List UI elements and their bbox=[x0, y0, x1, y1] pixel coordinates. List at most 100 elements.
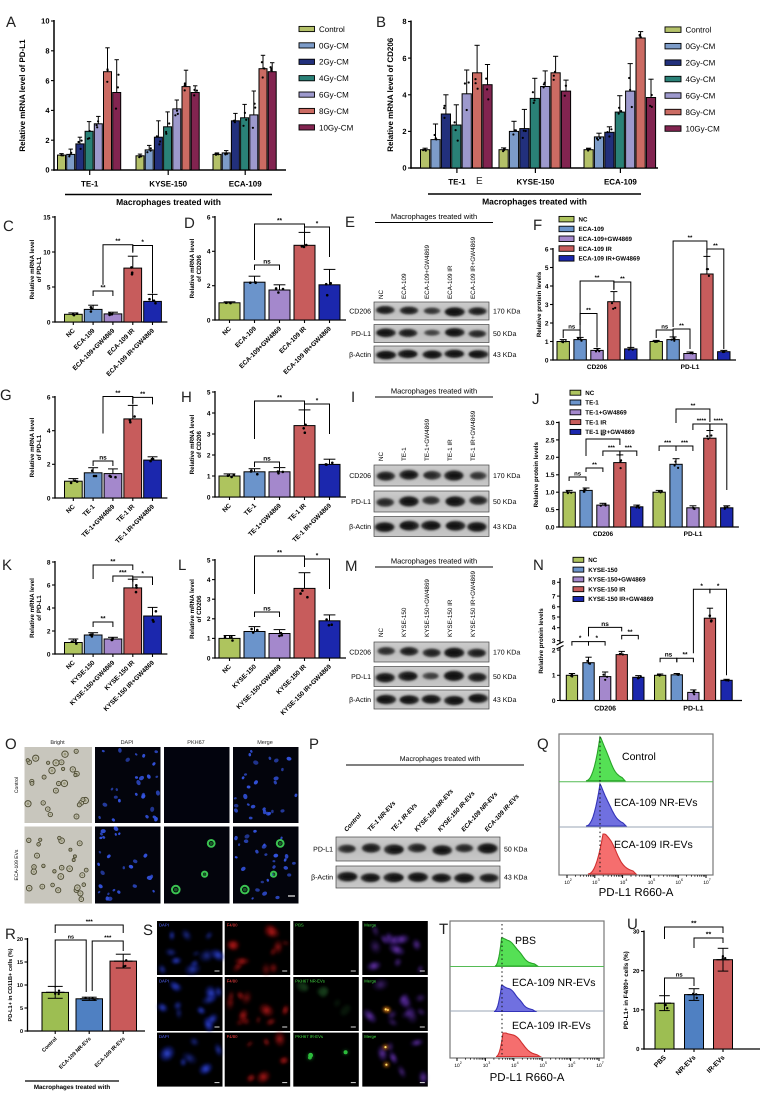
svg-text:KYSE-150 IR: KYSE-150 IR bbox=[588, 586, 626, 593]
svg-text:TE-1+GW4869: TE-1+GW4869 bbox=[424, 418, 431, 461]
svg-text:*: * bbox=[141, 239, 144, 246]
svg-text:43 KDa: 43 KDa bbox=[493, 352, 516, 359]
svg-text:I: I bbox=[351, 389, 355, 406]
svg-text:β-Actin: β-Actin bbox=[311, 874, 333, 882]
svg-text:NC: NC bbox=[378, 627, 385, 637]
svg-text:KYSE-150 IR: KYSE-150 IR bbox=[447, 599, 454, 637]
svg-text:**: ** bbox=[627, 629, 633, 636]
svg-text:3: 3 bbox=[207, 597, 211, 604]
svg-text:**: ** bbox=[115, 390, 121, 397]
svg-text:CD206: CD206 bbox=[349, 473, 371, 480]
svg-text:Relative protein levels: Relative protein levels bbox=[536, 271, 543, 337]
svg-text:10: 10 bbox=[454, 1063, 460, 1069]
svg-text:6: 6 bbox=[552, 604, 556, 611]
svg-text:10: 10 bbox=[633, 1007, 640, 1014]
svg-text:PD-L1: PD-L1 bbox=[351, 331, 371, 338]
svg-text:ns: ns bbox=[661, 325, 669, 331]
svg-text:5: 5 bbox=[207, 389, 211, 396]
svg-text:TE-1: TE-1 bbox=[401, 447, 408, 461]
svg-text:**: ** bbox=[140, 391, 146, 398]
svg-text:Macrophages treated with: Macrophages treated with bbox=[34, 1084, 111, 1091]
svg-text:ECA-109: ECA-109 bbox=[401, 273, 408, 299]
svg-text:4: 4 bbox=[45, 106, 50, 115]
svg-text:Relative mRNA level: Relative mRNA level bbox=[29, 417, 36, 477]
svg-text:1.5: 1.5 bbox=[545, 472, 554, 479]
svg-text:**: ** bbox=[586, 307, 591, 314]
svg-text:50 KDa: 50 KDa bbox=[493, 499, 516, 506]
svg-text:3: 3 bbox=[598, 878, 600, 882]
svg-text:10: 10 bbox=[540, 1063, 546, 1069]
svg-text:0: 0 bbox=[207, 317, 211, 324]
svg-text:10: 10 bbox=[568, 1063, 574, 1069]
svg-text:7: 7 bbox=[602, 1061, 604, 1065]
svg-text:**: ** bbox=[691, 403, 696, 410]
svg-text:43 KDa: 43 KDa bbox=[504, 875, 527, 882]
svg-text:7: 7 bbox=[709, 878, 711, 882]
svg-text:A: A bbox=[6, 14, 16, 31]
svg-text:PKH67 NR-EVs: PKH67 NR-EVs bbox=[295, 979, 325, 984]
svg-text:Macrophages treated with: Macrophages treated with bbox=[116, 197, 221, 207]
svg-text:10Gy-CM: 10Gy-CM bbox=[319, 123, 354, 132]
svg-text:ns: ns bbox=[601, 621, 609, 628]
svg-text:***: *** bbox=[104, 935, 112, 942]
svg-text:ECA-109: ECA-109 bbox=[604, 178, 637, 187]
svg-text:2: 2 bbox=[545, 320, 549, 327]
svg-text:170 KDa: 170 KDa bbox=[493, 309, 520, 316]
svg-text:ECA-109 IR-EVs: ECA-109 IR-EVs bbox=[512, 1020, 591, 1032]
svg-text:10: 10 bbox=[564, 880, 570, 886]
svg-text:5: 5 bbox=[545, 265, 549, 272]
svg-text:ns: ns bbox=[568, 325, 576, 331]
svg-text:ns: ns bbox=[99, 455, 107, 462]
svg-text:**: ** bbox=[100, 285, 106, 292]
svg-text:NC: NC bbox=[585, 390, 594, 397]
svg-text:1.0: 1.0 bbox=[545, 490, 554, 497]
svg-text:10: 10 bbox=[17, 983, 23, 989]
svg-text:10: 10 bbox=[676, 880, 682, 886]
svg-text:0: 0 bbox=[47, 319, 51, 326]
svg-text:0: 0 bbox=[20, 1029, 23, 1035]
svg-text:*: * bbox=[579, 635, 582, 642]
svg-text:4: 4 bbox=[47, 605, 51, 612]
svg-text:TE-1: TE-1 bbox=[81, 180, 99, 189]
svg-text:2: 2 bbox=[207, 616, 211, 623]
svg-text:Control: Control bbox=[14, 777, 20, 793]
svg-text:5: 5 bbox=[47, 284, 51, 291]
svg-text:PD-L1+ in CD11B+ cells (%): PD-L1+ in CD11B+ cells (%) bbox=[7, 948, 14, 1021]
svg-text:Merge: Merge bbox=[364, 979, 377, 984]
svg-text:8: 8 bbox=[402, 17, 406, 26]
svg-text:P: P bbox=[309, 736, 319, 753]
svg-text:*: * bbox=[700, 583, 703, 590]
svg-text:T: T bbox=[439, 921, 448, 938]
svg-text:DAPI: DAPI bbox=[159, 923, 169, 928]
svg-text:ECA-109 IR: ECA-109 IR bbox=[447, 265, 454, 299]
svg-text:Macrophages treated with: Macrophages treated with bbox=[400, 755, 481, 763]
svg-text:of PD-L1: of PD-L1 bbox=[36, 595, 43, 621]
svg-text:ECA-109 IR-EVs: ECA-109 IR-EVs bbox=[614, 839, 693, 851]
svg-text:***: *** bbox=[664, 440, 672, 447]
svg-text:Relative mRNA level: Relative mRNA level bbox=[29, 578, 36, 638]
svg-text:DAPI: DAPI bbox=[159, 979, 169, 984]
svg-text:CD206: CD206 bbox=[587, 364, 608, 371]
svg-text:10: 10 bbox=[620, 880, 626, 886]
svg-text:**: ** bbox=[688, 235, 693, 242]
svg-text:β-Actin: β-Actin bbox=[349, 351, 371, 359]
svg-text:15: 15 bbox=[43, 214, 51, 221]
svg-text:Relative mRNA level: Relative mRNA level bbox=[189, 579, 196, 639]
svg-text:0: 0 bbox=[207, 494, 211, 501]
svg-text:2: 2 bbox=[45, 136, 49, 145]
svg-text:Relative protein levels: Relative protein levels bbox=[533, 442, 540, 508]
svg-text:Relative protein levels: Relative protein levels bbox=[538, 608, 545, 674]
svg-text:KYSE-150 IR+GW4869: KYSE-150 IR+GW4869 bbox=[588, 596, 654, 603]
svg-text:Macrophages treated with: Macrophages treated with bbox=[391, 387, 477, 396]
svg-text:4: 4 bbox=[207, 249, 211, 256]
svg-text:U: U bbox=[627, 916, 638, 933]
svg-text:Control: Control bbox=[319, 25, 345, 34]
svg-text:Merge: Merge bbox=[364, 1034, 377, 1039]
svg-text:4: 4 bbox=[47, 428, 51, 435]
svg-text:NC: NC bbox=[221, 663, 233, 675]
svg-text:6: 6 bbox=[681, 878, 683, 882]
svg-text:8: 8 bbox=[47, 559, 51, 566]
svg-text:10Gy-CM: 10Gy-CM bbox=[686, 125, 721, 134]
svg-text:0Gy-CM: 0Gy-CM bbox=[686, 42, 716, 51]
svg-text:**: ** bbox=[277, 218, 283, 225]
